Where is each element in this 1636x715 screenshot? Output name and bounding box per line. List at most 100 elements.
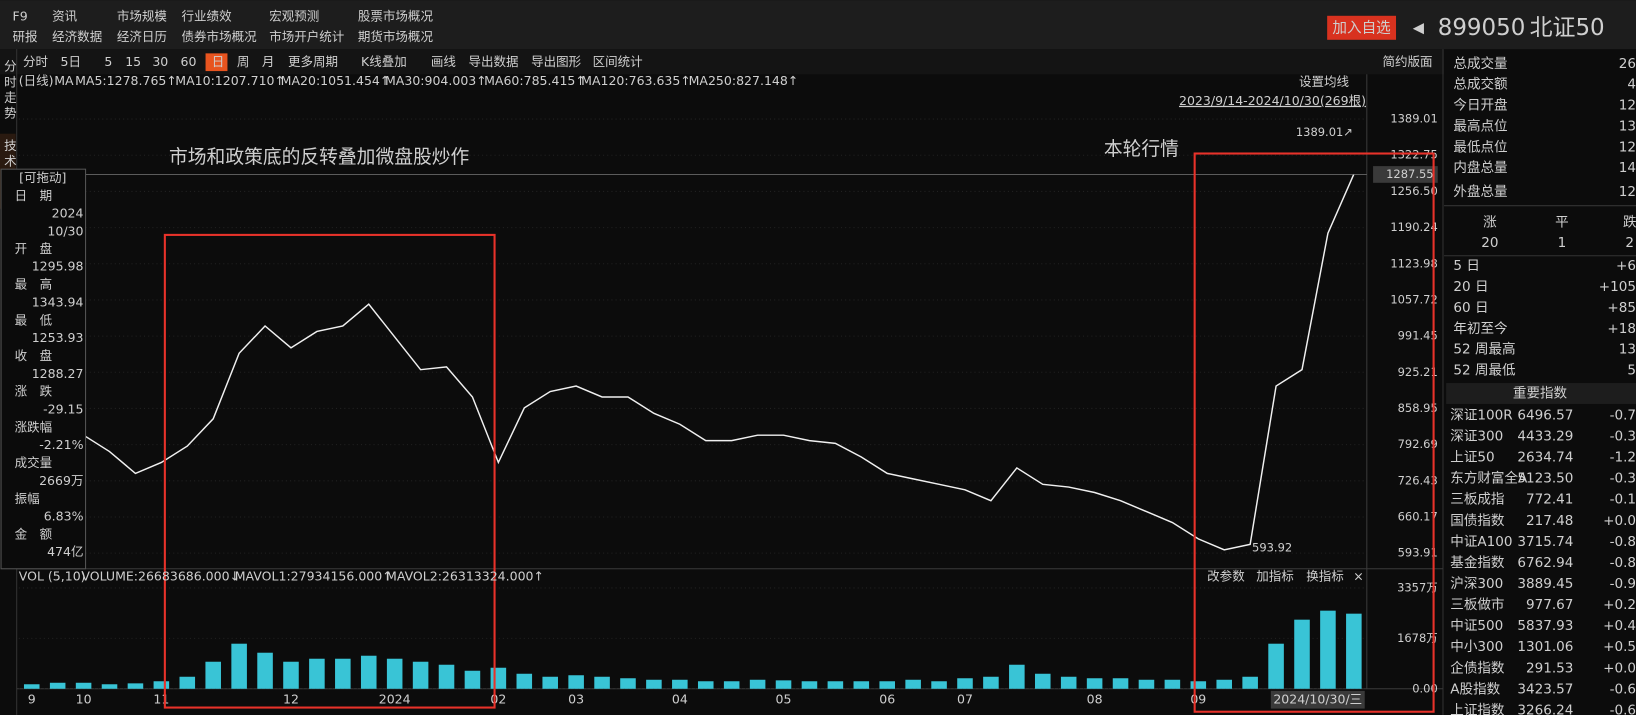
toolbar-item[interactable]: 5日 <box>61 54 81 69</box>
index-name[interactable]: 国债指数 <box>1450 513 1505 529</box>
index-value: 6762.94 <box>1517 555 1573 571</box>
toolbar-item[interactable]: 日 <box>212 54 225 69</box>
price-line <box>31 173 1355 551</box>
menu-item[interactable]: 经济数据 <box>52 29 102 44</box>
toolbar-item[interactable]: 60 <box>181 54 197 69</box>
x-tick-label: 2024 <box>379 692 411 707</box>
volume-bar <box>1190 681 1207 689</box>
menu-item[interactable]: 市场规模 <box>117 8 168 23</box>
volume-bar <box>853 681 870 689</box>
toolbar-item[interactable]: 更多周期 <box>288 54 338 69</box>
y-tick-label: 726.43 <box>1398 473 1438 487</box>
y-tick-label: 1190.24 <box>1390 220 1437 234</box>
index-change: -1.2 <box>1610 450 1636 466</box>
index-name[interactable]: 上证50 <box>1450 450 1494 466</box>
side-tab[interactable]: 分时走势 <box>2 60 17 123</box>
volume-bar <box>594 676 610 689</box>
volume-header: MAVOL1:27934156.000↑ <box>235 569 393 584</box>
toolbar-item[interactable]: 30 <box>152 54 168 69</box>
y-tick-label: 3357万 <box>1397 580 1438 594</box>
add-button[interactable]: 加入自选 <box>1332 19 1391 36</box>
index-value: 4433.29 <box>1517 428 1573 444</box>
toolbar-item[interactable]: K线叠加 <box>361 54 407 69</box>
menu-item[interactable]: 资讯 <box>52 8 78 23</box>
menu-item[interactable]: 研报 <box>13 29 39 44</box>
index-name[interactable]: 三板成指 <box>1450 492 1504 508</box>
period-label: 52 周最低 <box>1453 363 1516 379</box>
volume-tool[interactable]: 换指标 <box>1306 569 1344 584</box>
menu-item[interactable]: 宏观预测 <box>269 8 319 23</box>
volume-tool[interactable]: 改参数 <box>1207 569 1245 584</box>
index-change: -0.7 <box>1610 407 1636 423</box>
index-name[interactable]: 东方财富全A <box>1450 470 1528 487</box>
index-change: +0.5 <box>1603 639 1636 655</box>
index-name[interactable]: 中证A100 <box>1450 534 1512 550</box>
breadth-value: 2 <box>1625 235 1634 251</box>
volume-bar <box>412 661 429 689</box>
toolbar-item[interactable]: 导出图形 <box>531 54 582 69</box>
x-tick-label: 07 <box>957 692 973 707</box>
index-name[interactable]: 中小300 <box>1450 639 1503 655</box>
volume-tool[interactable]: × <box>1353 569 1364 584</box>
layout-button[interactable]: 简约版面 <box>1382 54 1432 69</box>
index-name[interactable]: A股指数 <box>1450 681 1500 697</box>
volume-bar <box>1138 679 1155 689</box>
index-name[interactable]: 沪深300 <box>1450 576 1503 592</box>
menu-item[interactable]: 市场开户统计 <box>269 29 344 44</box>
volume-bar <box>309 658 325 689</box>
toolbar-item[interactable]: 周 <box>237 54 250 69</box>
index-value: 2634.74 <box>1517 450 1573 466</box>
toolbar-item[interactable]: 15 <box>125 54 141 69</box>
volume-bar <box>438 664 455 689</box>
volume-bar <box>490 667 507 689</box>
index-value: 772.41 <box>1526 492 1573 508</box>
index-name[interactable]: 深证100R <box>1450 407 1513 423</box>
toolbar-item[interactable]: 画线 <box>431 54 457 69</box>
toolbar-item[interactable]: 分时 <box>23 54 49 69</box>
index-change: -0.8 <box>1610 534 1636 550</box>
info-title: [可拖动] <box>19 170 66 185</box>
info-value: 1253.93 <box>32 330 84 345</box>
x-tick-label: 09 <box>1190 692 1206 707</box>
breadth-value: 1 <box>1558 235 1567 251</box>
toolbar-item[interactable]: 区间统计 <box>593 54 643 69</box>
menu-item[interactable]: 经济日历 <box>117 29 167 44</box>
index-change: -0.3 <box>1610 428 1636 444</box>
add-button-bg[interactable] <box>1327 15 1397 40</box>
volume-bar <box>879 681 896 689</box>
y-tick-label: 858.95 <box>1398 401 1438 415</box>
index-change: -0.1 <box>1610 492 1636 508</box>
period-label: 年初至今 <box>1453 320 1508 337</box>
menu-item[interactable]: F9 <box>13 8 28 23</box>
toolbar-item[interactable]: 5 <box>104 54 112 69</box>
menu-item[interactable]: 期货市场概况 <box>358 29 434 44</box>
index-title-bg <box>1446 383 1636 404</box>
index-name[interactable]: 中证500 <box>1450 618 1503 634</box>
info-value: 2024 <box>52 206 84 221</box>
volume-bar <box>386 658 403 689</box>
info-label: 涨 跌 <box>15 384 53 399</box>
stat-label: 内盘总量 <box>1453 159 1507 176</box>
index-name[interactable]: 三板做市 <box>1450 596 1504 613</box>
index-name[interactable]: 上证指数 <box>1450 702 1505 715</box>
info-label: 最 低 <box>15 312 53 327</box>
index-name[interactable]: 企债指数 <box>1450 659 1505 676</box>
menu-item[interactable]: 股票市场概况 <box>358 8 434 23</box>
index-value: 291.53 <box>1526 660 1573 676</box>
toolbar-item[interactable]: 月 <box>262 54 275 69</box>
index-value: 217.48 <box>1526 513 1573 529</box>
menu-item[interactable]: 行业绩效 <box>182 8 233 23</box>
breadth-value: 20 <box>1481 235 1498 251</box>
stat-label: 今日开盘 <box>1453 97 1507 114</box>
volume-bar <box>542 676 558 689</box>
y-tick-label: 593.91 <box>1398 546 1438 560</box>
y-tick-label: 1123.98 <box>1390 256 1437 270</box>
ma-settings[interactable]: 设置均线 <box>1299 74 1350 89</box>
menu-item[interactable]: 债券市场概况 <box>182 29 258 44</box>
index-name[interactable]: 深证300 <box>1450 428 1503 444</box>
index-name[interactable]: 基金指数 <box>1450 554 1505 571</box>
volume-tool[interactable]: 加指标 <box>1256 569 1294 584</box>
toolbar-item[interactable]: 导出数据 <box>468 54 518 69</box>
prev-arrow[interactable]: ◀ <box>1413 19 1425 36</box>
x-tick-label: 10 <box>76 692 92 707</box>
